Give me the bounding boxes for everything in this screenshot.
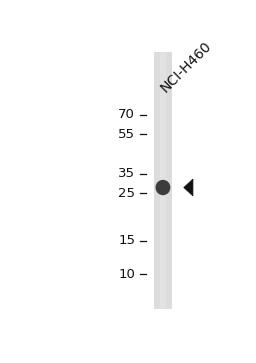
Text: 15: 15 [118, 234, 135, 247]
Text: NCI-H460: NCI-H460 [158, 39, 214, 95]
Text: 35: 35 [118, 167, 135, 180]
Text: 25: 25 [118, 187, 135, 200]
Text: 70: 70 [118, 108, 135, 121]
Bar [154, 52, 172, 309]
Text: 55: 55 [118, 128, 135, 141]
Bar [160, 52, 166, 309]
Polygon shape [184, 179, 193, 196]
Ellipse shape [155, 180, 170, 195]
Text: 10: 10 [118, 268, 135, 281]
